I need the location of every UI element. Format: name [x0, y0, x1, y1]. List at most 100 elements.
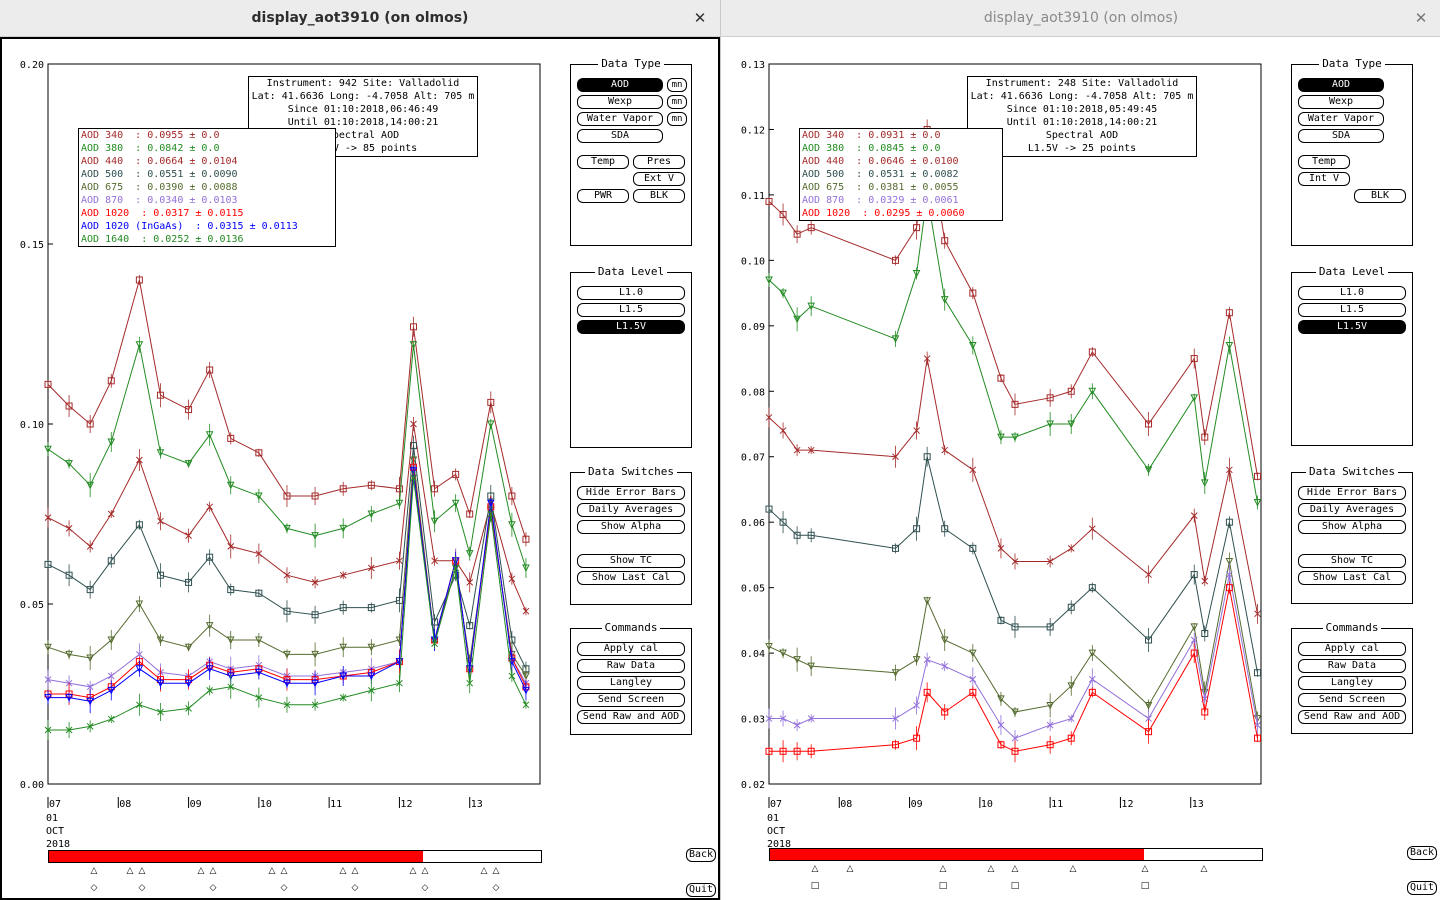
triangle-marker-icon: △ — [812, 864, 819, 874]
data-point — [185, 705, 192, 712]
mn-button[interactable]: mn — [667, 112, 687, 126]
window-titlebar[interactable]: display_aot3910 (on olmos) ✕ — [721, 0, 1440, 37]
data-point — [44, 560, 52, 568]
int-v-button[interactable]: Int V — [1298, 172, 1350, 186]
data-point — [86, 543, 94, 550]
temp-button[interactable]: Temp — [577, 155, 629, 169]
data-point — [779, 649, 787, 658]
show-tc-button[interactable]: Show TC — [1298, 554, 1406, 568]
daily-averages-button[interactable]: Daily Averages — [577, 503, 685, 517]
x-tick-label: 08 — [119, 799, 131, 810]
quit-button[interactable]: Quit — [1407, 881, 1437, 895]
show-alpha-button[interactable]: Show Alpha — [1298, 520, 1406, 534]
wexp-button[interactable]: Wexp — [577, 95, 663, 109]
quit-button[interactable]: Quit — [686, 883, 716, 897]
data-point — [107, 438, 116, 447]
data-point — [1201, 708, 1209, 716]
langley-button[interactable]: Langley — [577, 676, 685, 690]
data-point — [779, 427, 787, 434]
triangle-marker-icon: △ — [493, 866, 500, 876]
l1-5v-button[interactable]: L1.5V — [1298, 320, 1406, 334]
triangle-marker-icon: △ — [210, 866, 217, 876]
window-titlebar[interactable]: display_aot3910 (on olmos) ✕ — [0, 0, 720, 37]
send-raw-and-aod-button[interactable]: Send Raw and AOD — [1298, 710, 1406, 724]
x-tick-label: 09 — [190, 799, 202, 810]
data-point — [431, 485, 439, 493]
data-point — [1253, 499, 1262, 507]
data-point — [1145, 571, 1152, 578]
raw-data-button[interactable]: Raw Data — [577, 659, 685, 673]
data-point — [65, 726, 73, 734]
data-point — [941, 662, 949, 670]
blk-button[interactable]: BLK — [1354, 189, 1406, 203]
close-icon[interactable]: ✕ — [693, 9, 707, 27]
send-raw-and-aod-button[interactable]: Send Raw and AOD — [577, 710, 685, 724]
l1-5v-button[interactable]: L1.5V — [577, 320, 685, 334]
mn-button[interactable]: mn — [667, 78, 687, 92]
ext-v-button[interactable]: Ext V — [633, 172, 685, 186]
water-vapor-button[interactable]: Water Vapor — [1298, 112, 1384, 126]
hide-error-bars-button[interactable]: Hide Error Bars — [1298, 486, 1406, 500]
pres-button[interactable]: Pres — [633, 155, 685, 169]
data-point — [465, 658, 474, 666]
data-point — [940, 636, 949, 645]
data-point — [205, 431, 214, 439]
diamond-marker-icon: ◇ — [493, 883, 500, 893]
data-point — [255, 694, 263, 701]
hide-error-bars-button[interactable]: Hide Error Bars — [577, 486, 685, 500]
back-button[interactable]: Back — [1407, 846, 1437, 860]
show-alpha-button[interactable]: Show Alpha — [577, 520, 685, 534]
diamond-marker-icon: ◇ — [91, 883, 98, 893]
time-range-fill — [770, 849, 1144, 860]
sda-button[interactable]: SDA — [1298, 129, 1384, 143]
blk-button[interactable]: BLK — [633, 189, 685, 203]
data-point — [255, 668, 263, 677]
legend-entry: AOD 440 : 0.0664 ± 0.0104 — [81, 156, 238, 167]
series-line — [48, 470, 527, 702]
time-range-bar[interactable] — [769, 848, 1263, 861]
pwr-button[interactable]: PWR — [577, 189, 629, 203]
wexp-button[interactable]: Wexp — [1298, 95, 1384, 109]
y-tick-label: 0.20 — [20, 60, 44, 71]
close-icon[interactable]: ✕ — [1414, 9, 1428, 27]
send-screen-button[interactable]: Send Screen — [1298, 693, 1406, 707]
triangle-marker-icon: △ — [988, 864, 995, 874]
daily-averages-button[interactable]: Daily Averages — [1298, 503, 1406, 517]
langley-button[interactable]: Langley — [1298, 676, 1406, 690]
mn-button[interactable]: mn — [667, 95, 687, 109]
data-point — [255, 636, 263, 645]
l1-0-button[interactable]: L1.0 — [1298, 286, 1406, 300]
aod-button[interactable]: AOD — [1298, 78, 1384, 92]
data-point — [339, 571, 347, 579]
data-point — [311, 492, 319, 500]
show-last-cal-button[interactable]: Show Last Cal — [1298, 571, 1406, 585]
back-button[interactable]: Back — [686, 848, 716, 862]
l1-5-button[interactable]: L1.5 — [577, 303, 685, 317]
data-point — [1190, 623, 1199, 632]
data-point — [466, 679, 474, 687]
show-tc-button[interactable]: Show TC — [577, 554, 685, 568]
sda-button[interactable]: SDA — [577, 129, 663, 143]
data-point — [135, 600, 144, 609]
info-line: Lat: 41.6636 Long: -4.7058 Alt: 705 m — [970, 91, 1194, 102]
data-point — [410, 420, 417, 428]
data-point — [913, 734, 921, 742]
aod-button[interactable]: AOD — [577, 78, 663, 92]
apply-cal-button[interactable]: Apply cal — [1298, 642, 1406, 656]
time-range-bar[interactable] — [48, 850, 542, 863]
temp-button[interactable]: Temp — [1298, 155, 1350, 169]
send-screen-button[interactable]: Send Screen — [577, 693, 685, 707]
triangle-marker-icon: △ — [198, 866, 205, 876]
l1-0-button[interactable]: L1.0 — [577, 286, 685, 300]
data-point — [409, 467, 418, 475]
panel-title: Data Switches — [584, 465, 678, 478]
raw-data-button[interactable]: Raw Data — [1298, 659, 1406, 673]
data-point — [227, 683, 235, 691]
data-point — [1190, 394, 1199, 402]
water-vapor-button[interactable]: Water Vapor — [577, 112, 663, 126]
data-point — [1225, 309, 1233, 317]
data-point — [311, 532, 319, 540]
l1-5-button[interactable]: L1.5 — [1298, 303, 1406, 317]
show-last-cal-button[interactable]: Show Last Cal — [577, 571, 685, 585]
apply-cal-button[interactable]: Apply cal — [577, 642, 685, 656]
